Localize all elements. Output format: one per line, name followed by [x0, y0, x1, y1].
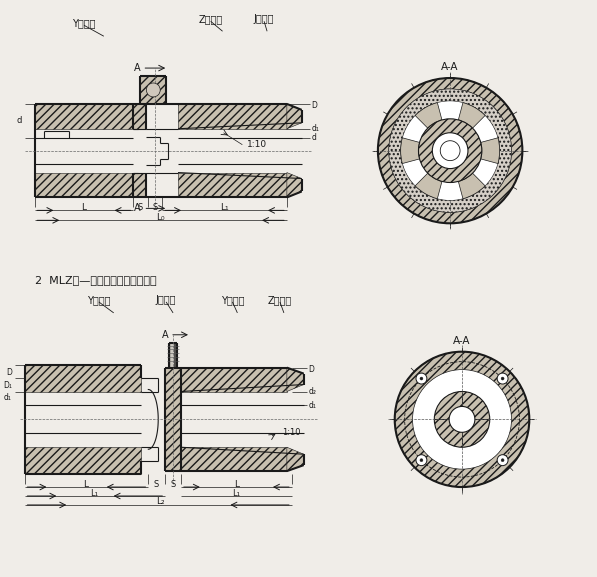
Circle shape [434, 392, 490, 447]
Circle shape [401, 101, 500, 200]
Text: L₁: L₁ [90, 489, 98, 497]
Wedge shape [458, 103, 485, 128]
Text: Z型轴孔: Z型轴孔 [268, 295, 292, 305]
Circle shape [501, 377, 504, 380]
Text: 1:10: 1:10 [282, 428, 300, 437]
Circle shape [416, 373, 427, 384]
Text: d₂: d₂ [309, 387, 316, 396]
Circle shape [146, 83, 160, 97]
Text: L: L [82, 203, 87, 212]
Text: d: d [17, 117, 22, 125]
Text: A-A: A-A [441, 62, 459, 72]
Text: D: D [6, 368, 12, 377]
Circle shape [497, 455, 508, 466]
Text: D: D [312, 102, 318, 110]
Text: Y型轴孔: Y型轴孔 [221, 295, 244, 305]
Polygon shape [140, 76, 166, 104]
Text: L₁: L₁ [220, 203, 229, 212]
Text: d₁: d₁ [312, 124, 319, 133]
Text: J型轴孔: J型轴孔 [254, 14, 275, 24]
Circle shape [378, 78, 522, 223]
Text: S: S [153, 479, 159, 489]
Text: 2  MLZ型—单法兰梅花弹性联轴器: 2 MLZ型—单法兰梅花弹性联轴器 [35, 275, 156, 285]
Circle shape [418, 119, 482, 182]
Polygon shape [287, 104, 301, 129]
Text: A: A [162, 330, 168, 340]
Polygon shape [181, 368, 287, 392]
Text: S: S [153, 203, 158, 212]
Circle shape [413, 370, 512, 469]
Text: A: A [134, 63, 140, 73]
Polygon shape [178, 173, 287, 197]
Text: A-A: A-A [453, 336, 471, 346]
Text: d₁: d₁ [4, 393, 12, 402]
Text: Y型轴孔: Y型轴孔 [87, 295, 110, 305]
Wedge shape [415, 103, 442, 128]
Circle shape [420, 377, 423, 380]
Polygon shape [169, 343, 177, 368]
Polygon shape [287, 368, 304, 392]
Circle shape [449, 406, 475, 432]
Polygon shape [287, 173, 301, 197]
Polygon shape [35, 104, 134, 129]
Text: L₀: L₀ [156, 213, 165, 222]
Text: d: d [312, 133, 316, 142]
Circle shape [389, 89, 512, 212]
Text: L: L [234, 479, 239, 489]
Polygon shape [35, 173, 134, 197]
Polygon shape [134, 173, 146, 197]
Polygon shape [24, 365, 141, 392]
Circle shape [420, 459, 423, 462]
Circle shape [432, 133, 468, 168]
Polygon shape [181, 447, 287, 471]
Wedge shape [401, 138, 420, 163]
Wedge shape [481, 138, 500, 163]
Text: D₁: D₁ [3, 381, 12, 390]
Text: L₂: L₂ [156, 497, 165, 507]
Text: 1:10: 1:10 [247, 140, 267, 149]
Circle shape [501, 459, 504, 462]
Wedge shape [415, 173, 442, 198]
Text: Z型轴孔: Z型轴孔 [199, 14, 223, 24]
Text: S: S [170, 479, 176, 489]
Polygon shape [165, 368, 181, 471]
Text: J型轴孔: J型轴孔 [156, 295, 176, 305]
Polygon shape [287, 447, 304, 471]
Polygon shape [24, 447, 141, 474]
Text: S: S [138, 203, 143, 212]
Circle shape [389, 89, 512, 212]
Text: A: A [134, 203, 140, 213]
Text: L: L [84, 479, 88, 489]
Text: D: D [309, 365, 315, 374]
Wedge shape [458, 173, 485, 198]
Circle shape [497, 373, 508, 384]
Text: Y型轴孔: Y型轴孔 [72, 18, 96, 28]
Text: d₁: d₁ [309, 401, 316, 410]
Text: L₁: L₁ [232, 489, 241, 497]
Polygon shape [178, 104, 287, 129]
Circle shape [416, 455, 427, 466]
Circle shape [440, 141, 460, 160]
Polygon shape [134, 104, 146, 129]
Circle shape [395, 352, 530, 487]
